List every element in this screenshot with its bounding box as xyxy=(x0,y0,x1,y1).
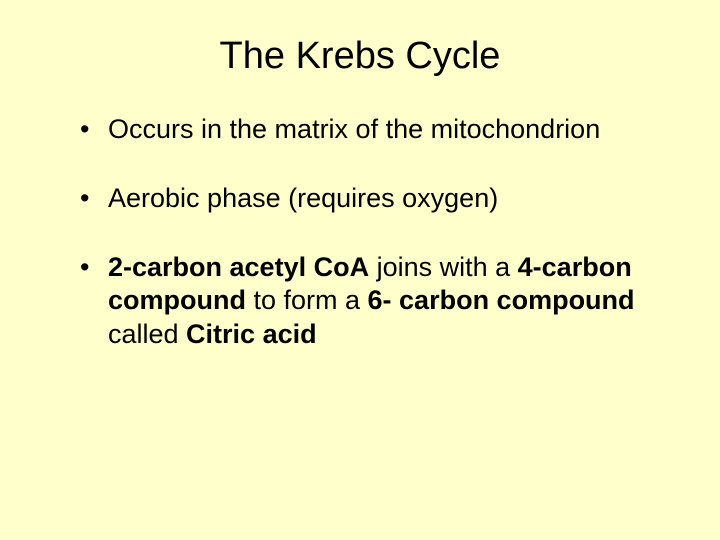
slide-container: The Krebs Cycle Occurs in the matrix of … xyxy=(0,0,720,540)
text-segment: 6- carbon compound xyxy=(368,285,635,315)
text-segment: 2-carbon acetyl CoA xyxy=(108,252,369,282)
bullet-list: Occurs in the matrix of the mitochondrio… xyxy=(50,113,670,352)
text-segment: joins with a xyxy=(369,252,518,282)
text-segment: Occurs in the matrix of the mitochondrio… xyxy=(108,114,600,144)
bullet-item: Occurs in the matrix of the mitochondrio… xyxy=(80,113,670,147)
bullet-item: Aerobic phase (requires oxygen) xyxy=(80,182,670,216)
text-segment: Aerobic phase (requires oxygen) xyxy=(108,183,498,213)
text-segment: Citric acid xyxy=(186,319,317,349)
text-segment: to form a xyxy=(246,285,368,315)
bullet-item: 2-carbon acetyl CoA joins with a 4-carbo… xyxy=(80,251,670,352)
text-segment: called xyxy=(108,319,186,349)
slide-title: The Krebs Cycle xyxy=(50,35,670,78)
